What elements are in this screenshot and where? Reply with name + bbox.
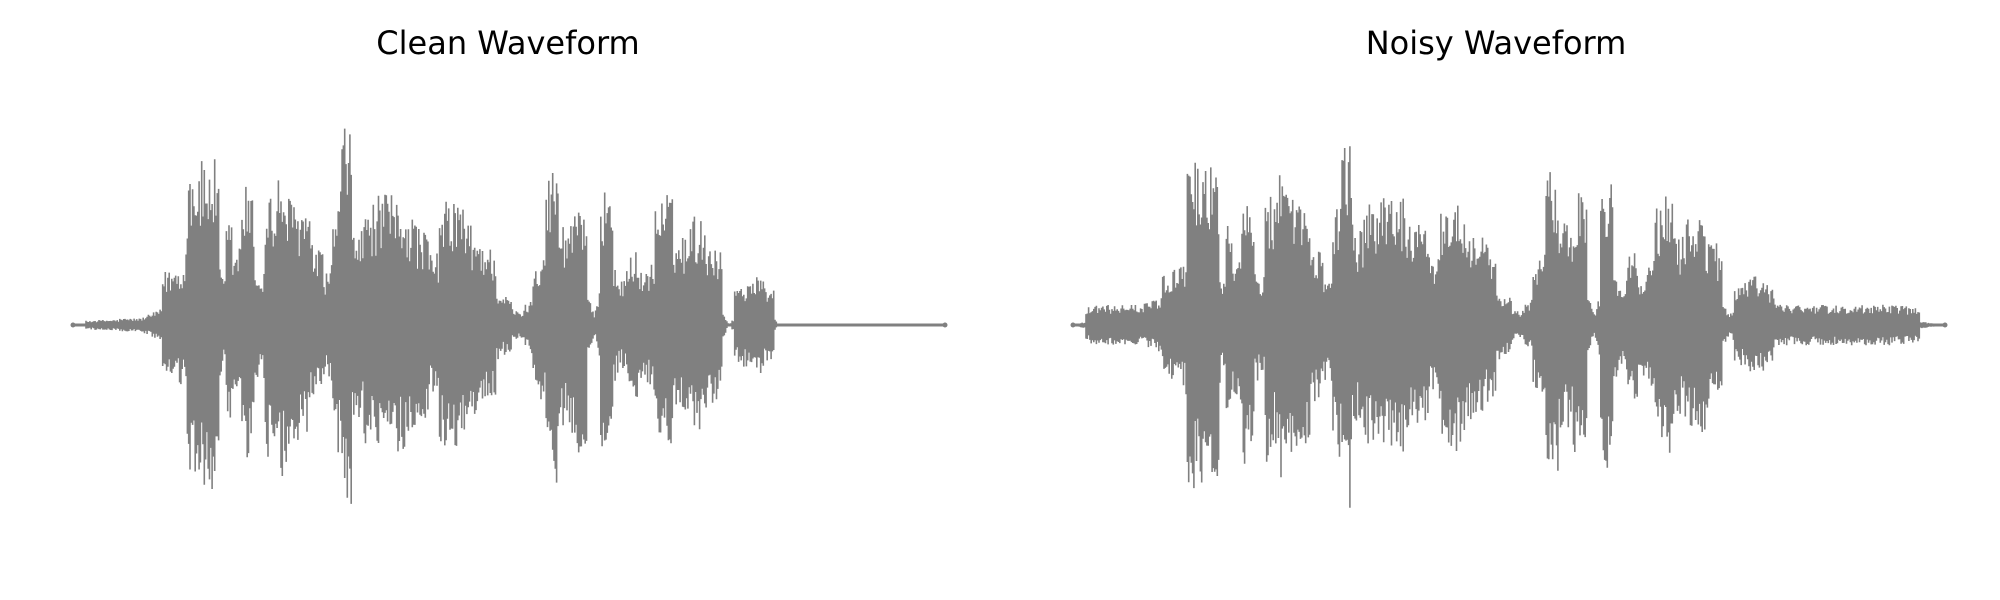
- noisy-waveform-trace: [1073, 146, 1945, 508]
- noisy-end-cap: [1942, 322, 1948, 328]
- clean-end-cap: [942, 322, 948, 328]
- noisy-waveform-panel: Noisy Waveform: [1000, 0, 2000, 600]
- clean-start-cap: [70, 322, 76, 328]
- clean-waveform-plot: [70, 128, 948, 504]
- noisy-start-cap: [1070, 322, 1076, 328]
- clean-waveform-panel: Clean Waveform: [70, 24, 948, 504]
- noisy-waveform-plot: [1070, 146, 1948, 508]
- noisy-waveform-title: Noisy Waveform: [1365, 24, 1627, 62]
- clean-waveform-trace: [73, 128, 801, 504]
- clean-waveform-title: Clean Waveform: [376, 24, 640, 62]
